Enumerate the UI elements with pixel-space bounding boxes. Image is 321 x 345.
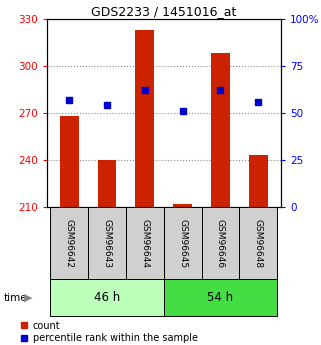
- Text: GSM96644: GSM96644: [140, 219, 149, 268]
- Bar: [173, 204, 192, 207]
- Bar: [164, 279, 277, 316]
- Text: GSM96648: GSM96648: [254, 219, 263, 268]
- Bar: [60, 116, 79, 207]
- Bar: [135, 30, 154, 207]
- Bar: [98, 160, 117, 207]
- Bar: [50, 279, 164, 316]
- Text: GSM96645: GSM96645: [178, 219, 187, 268]
- Bar: [88, 207, 126, 279]
- Bar: [249, 155, 268, 207]
- Legend: count, percentile rank within the sample: count, percentile rank within the sample: [21, 321, 198, 344]
- Bar: [50, 207, 88, 279]
- Title: GDS2233 / 1451016_at: GDS2233 / 1451016_at: [91, 5, 236, 18]
- Text: time: time: [3, 293, 27, 303]
- Text: GSM96646: GSM96646: [216, 219, 225, 268]
- Bar: [239, 207, 277, 279]
- Bar: [164, 207, 202, 279]
- Bar: [202, 207, 239, 279]
- Bar: [126, 207, 164, 279]
- Bar: [211, 53, 230, 207]
- Text: GSM96642: GSM96642: [65, 219, 74, 268]
- Text: 54 h: 54 h: [207, 291, 233, 304]
- Text: GSM96643: GSM96643: [102, 219, 111, 268]
- Text: ▶: ▶: [24, 293, 32, 303]
- Text: 46 h: 46 h: [94, 291, 120, 304]
